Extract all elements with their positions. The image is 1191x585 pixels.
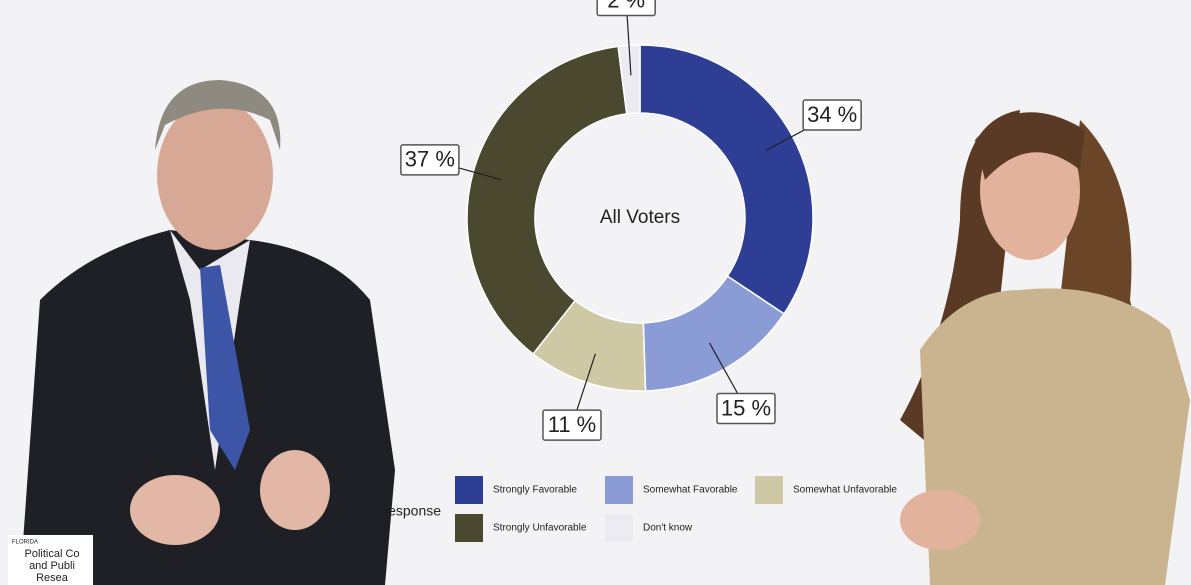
logo-text: and Publi (29, 560, 75, 572)
logo-text: Political Co (24, 548, 79, 560)
legend-swatch (605, 514, 633, 542)
data-label: 2 % (607, 0, 645, 12)
legend-label: Strongly Unfavorable (493, 523, 587, 534)
center-label: All Voters (600, 207, 680, 228)
data-label: 37 % (405, 147, 455, 172)
legend-label: Somewhat Favorable (643, 485, 738, 496)
data-label: 34 % (807, 102, 857, 127)
legend-swatch (455, 514, 483, 542)
data-label: 11 % (548, 412, 597, 437)
legend-label: Somewhat Unfavorable (793, 485, 897, 496)
logo-text: FLORIDA (12, 540, 38, 546)
legend-swatch (755, 476, 783, 504)
scene: 34 %15 %11 %37 %2 %All VotersResponseStr… (0, 0, 1191, 585)
legend-label: Strongly Favorable (493, 485, 577, 496)
data-label: 15 % (721, 395, 771, 420)
logo-text: Resea (36, 572, 69, 584)
legend-label: Don't know (643, 523, 693, 534)
legend-swatch (605, 476, 633, 504)
legend-swatch (455, 476, 483, 504)
